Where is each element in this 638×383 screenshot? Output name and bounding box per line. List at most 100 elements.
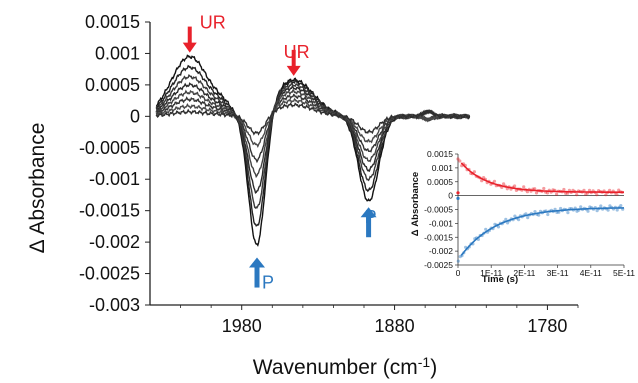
- inset-data-point: [456, 196, 460, 200]
- inset-y-tick-label: 0.001: [432, 163, 454, 173]
- x-tick-label: 1880: [375, 316, 415, 336]
- inset-x-tick-label: 3E-11: [547, 268, 569, 278]
- inset-data-point: [619, 204, 623, 208]
- annotations-group: UR UR P P: [182, 13, 377, 293]
- y-tick-label: -0.002: [89, 232, 140, 252]
- inset-data-point: [484, 227, 488, 231]
- inset-data-point: [562, 187, 566, 192]
- inset-data-point: [526, 216, 530, 220]
- inset-data-point: [533, 210, 537, 214]
- p-arrow-head: [249, 257, 265, 268]
- inset-x-tick-label: 4E-11: [580, 268, 602, 278]
- inset-data-point: [504, 217, 508, 221]
- inset-data-point: [458, 159, 462, 163]
- y-axis-label: Δ Absorbance: [26, 123, 49, 254]
- inset-data-point: [617, 188, 621, 192]
- main-axes: [145, 21, 579, 310]
- ur-label: UR: [284, 42, 310, 62]
- inset-x-tick-label: 5E-11: [613, 268, 635, 278]
- inset-y-tick-label: -0.0015: [424, 232, 453, 242]
- inset-y-tick-label: 0.0005: [427, 177, 453, 187]
- inset-tick-labels: 0.0015 0.001 0.0005 0 -0.0005 -0.001 -0.0015 -0…: [424, 149, 635, 278]
- inset-data-point: [599, 204, 603, 208]
- y-tick-label: -0.0015: [79, 201, 140, 221]
- p-label: P: [262, 273, 274, 293]
- inset-series-group: [456, 157, 625, 263]
- inset-data-point: [506, 221, 510, 225]
- inset-data-point: [615, 208, 619, 212]
- inset-data-point: [522, 185, 526, 189]
- inset-data-point: [513, 214, 517, 218]
- inset-data-point: [604, 193, 608, 197]
- inset-data-point: [456, 191, 460, 195]
- inset-y-tick-label: -0.0025: [424, 260, 453, 270]
- inset-data-point: [582, 188, 586, 192]
- inset-data-point: [608, 188, 612, 192]
- inset-data-point: [606, 208, 610, 212]
- inset-axes: [455, 153, 625, 268]
- y-tick-label: 0.0015: [85, 12, 140, 32]
- inset-data-point: [564, 191, 568, 195]
- inset-data-point: [502, 182, 506, 186]
- inset-data-point: [615, 192, 619, 196]
- inset-data-point: [517, 218, 521, 222]
- inset-data-point: [456, 157, 460, 161]
- inset-chart: 0.0015 0.001 0.0005 0 -0.0005 -0.001 -0.0015 -0…: [394, 140, 635, 285]
- x-axis-label-superscript: -1: [418, 354, 431, 370]
- inset-data-point: [566, 211, 570, 215]
- inset-data-point: [559, 206, 563, 211]
- inset-data-point: [588, 205, 592, 209]
- inset-data-point: [525, 190, 530, 194]
- spectrum-line: [155, 97, 470, 148]
- y-tick-label: 0.0005: [85, 75, 140, 95]
- y-tick-label: -0.0025: [79, 264, 140, 284]
- inset-y-axis-label: Δ Absorbance: [410, 172, 421, 236]
- inset-data-point: [595, 209, 599, 213]
- inset-data-point: [514, 188, 519, 192]
- inset-y-tick-label: -0.001: [429, 218, 453, 228]
- x-tick-label: 1980: [222, 316, 262, 336]
- inset-data-point: [534, 191, 539, 195]
- inset-data-point: [493, 222, 497, 226]
- inset-x-tick-label: 1E-11: [480, 268, 502, 278]
- inset-fit-line: [460, 162, 624, 193]
- inset-data-point: [579, 205, 583, 209]
- inset-data-point: [456, 259, 460, 263]
- inset-data-point: [496, 225, 501, 229]
- p-arrow-head: [360, 207, 377, 218]
- inset-data-point: [595, 193, 599, 197]
- y-tick-label: -0.003: [89, 295, 140, 315]
- y-tick-label: 0.001: [95, 43, 140, 63]
- x-axis-label: Wavenumber (cm-1): [253, 354, 437, 379]
- inset-data-point: [533, 187, 537, 191]
- inset-y-tick-label: -0.0005: [424, 205, 453, 215]
- inset-background: [394, 140, 632, 285]
- x-tick-label: 1780: [527, 316, 567, 336]
- main-series-group: [155, 54, 471, 247]
- inset-data-point: [555, 192, 559, 196]
- main-tick-labels: 0.0015 0.001 0.0005 0 -0.0005 -0.001 -0.0015 -0…: [79, 12, 568, 336]
- y-tick-label: -0.001: [89, 169, 140, 189]
- inset-x-axis-label: Time (s): [482, 274, 518, 285]
- inset-data-point: [472, 170, 476, 174]
- ur-label: UR: [200, 13, 226, 33]
- inset-y-tick-label: 0: [448, 191, 453, 201]
- y-tick-label: -0.0005: [79, 138, 140, 158]
- inset-y-tick-label: 0.0015: [427, 149, 453, 159]
- inset-y-tick-label: -0.002: [429, 246, 453, 256]
- inset-data-point: [537, 213, 541, 217]
- inset-data-point: [492, 179, 497, 183]
- inset-data-point: [586, 209, 590, 213]
- y-tick-label: 0: [130, 106, 140, 126]
- inset-data-point: [584, 192, 588, 196]
- inset-data-point: [587, 188, 592, 192]
- inset-data-point: [575, 193, 579, 197]
- spectrum-line: [155, 102, 471, 136]
- inset-data-point: [458, 255, 462, 259]
- ur-arrow-head: [286, 65, 301, 76]
- ur-arrow-head: [182, 42, 197, 53]
- inset-data-point: [608, 204, 612, 208]
- inset-data-point: [545, 191, 550, 195]
- inset-data-point: [575, 209, 579, 213]
